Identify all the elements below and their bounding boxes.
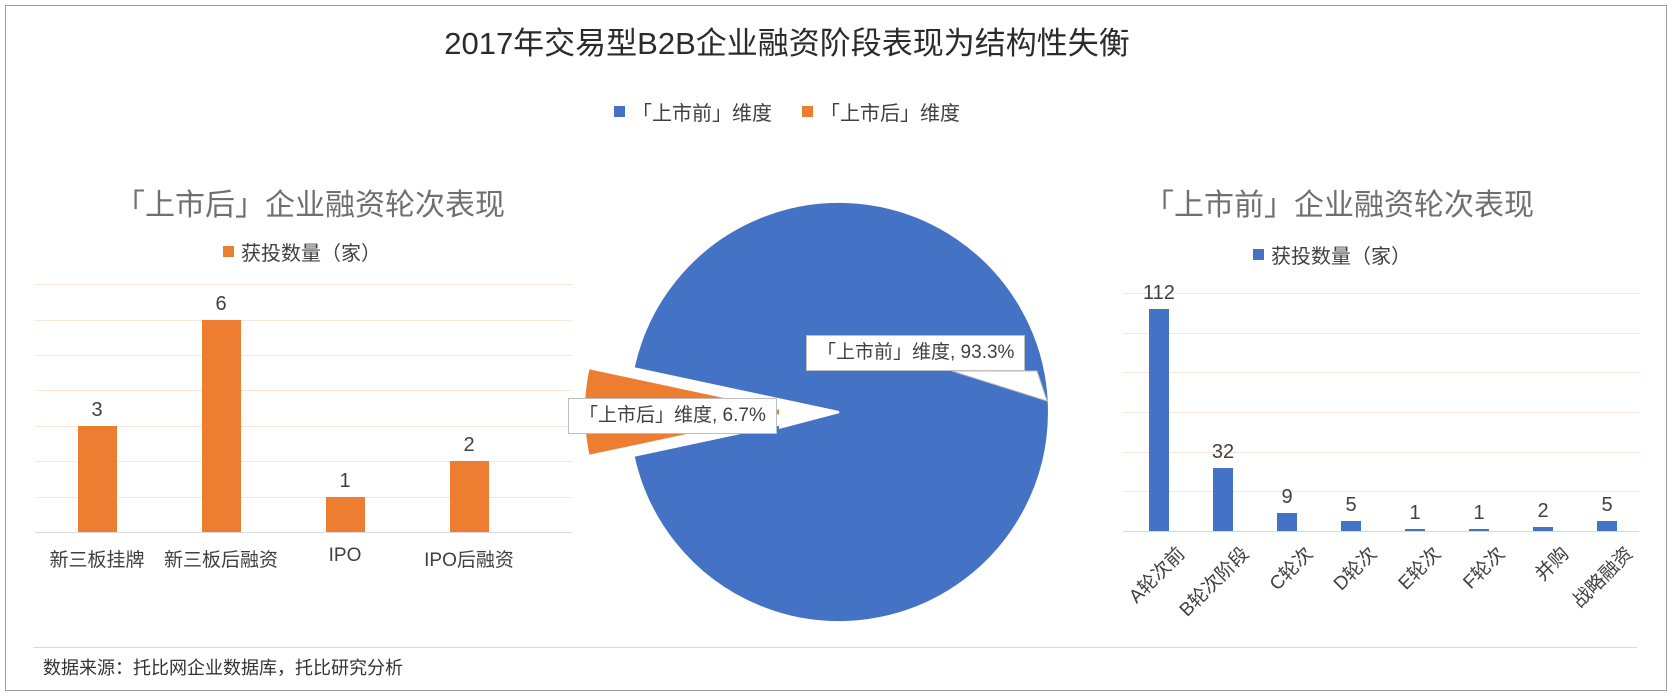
gridline (35, 496, 572, 498)
bar-战略融资 (1597, 521, 1617, 531)
right-chart-title: 「上市前」企业融资轮次表现 (1144, 189, 1534, 222)
left-chart-legend: 获投数量（家） (223, 237, 381, 266)
bar-value-label: 112 (1143, 281, 1175, 304)
bar-value-label: 1 (1473, 502, 1485, 524)
gridline (1123, 292, 1639, 294)
bar-value-label: 5 (1345, 494, 1357, 517)
gridline (35, 319, 572, 321)
category-label: 新三板挂牌 (49, 550, 145, 571)
pie-slice-pre-ipo (632, 201, 1050, 623)
legend-label: 「上市后」维度 (820, 103, 960, 125)
main-legend: 「上市前」维度 「上市后」维度 (614, 97, 960, 126)
bar-value-label: 9 (1281, 486, 1293, 509)
gridline (35, 425, 572, 427)
category-label: IPO后融资 (424, 550, 514, 571)
gridline (1123, 372, 1639, 374)
source-note: 数据来源：托比网企业数据库，托比研究分析 (43, 658, 403, 678)
legend-label: 获投数量（家） (241, 243, 381, 265)
bar-并购 (1533, 527, 1553, 531)
bar-A轮次前 (1149, 308, 1169, 531)
bar-IPO后融资 (449, 461, 489, 532)
bar-E轮次 (1405, 529, 1425, 531)
gridline (1123, 332, 1639, 334)
bar-value-label: 3 (91, 398, 103, 421)
bar-F轮次 (1469, 529, 1489, 531)
right-chart-legend: 获投数量（家） (1253, 240, 1411, 269)
legend-item-post-ipo: 「上市后」维度 (802, 97, 960, 126)
gridline (1123, 451, 1639, 453)
category-label: 新三板后融资 (163, 550, 278, 571)
category-label: IPO (328, 545, 362, 566)
page-title: 2017年交易型B2B企业融资阶段表现为结构性失衡 (444, 26, 1130, 61)
pie-callout-pre-ipo: 「上市前」维度, 93.3% (806, 335, 1026, 371)
gridline (35, 461, 572, 463)
x-axis-line (35, 532, 572, 533)
bar-value-label: 5 (1601, 494, 1613, 517)
bar-IPO (325, 496, 365, 532)
gridline (35, 390, 572, 392)
bar-value-label: 1 (339, 469, 351, 492)
bar-value-label: 1 (1409, 502, 1421, 524)
gridline (35, 284, 572, 286)
legend-swatch-blue-icon (614, 106, 625, 117)
bar-value-label: 2 (1537, 500, 1549, 522)
bar-value-label: 32 (1211, 440, 1235, 463)
bar-C轮次 (1277, 513, 1297, 531)
bar-新三板后融资 (201, 319, 241, 532)
bar-value-label: 6 (215, 292, 227, 315)
canvas-border (5, 5, 1667, 691)
legend-item-series: 获投数量（家） (1253, 240, 1411, 269)
left-chart-title: 「上市后」企业融资轮次表现 (115, 189, 505, 222)
footer-divider (33, 647, 1637, 648)
gridline (1123, 411, 1639, 413)
gridline (1123, 491, 1639, 493)
legend-label: 「上市前」维度 (632, 103, 772, 125)
gridline (35, 355, 572, 356)
bar-B轮次阶段 (1213, 467, 1233, 531)
legend-item-series: 获投数量（家） (223, 237, 381, 266)
legend-swatch-orange-icon (223, 246, 234, 257)
pie-callout-post-ipo: 「上市后」维度, 6.7% (568, 398, 777, 434)
legend-item-pre-ipo: 「上市前」维度 (614, 97, 772, 126)
bar-value-label: 2 (463, 434, 475, 457)
x-axis-line (1123, 531, 1639, 532)
legend-label: 获投数量（家） (1271, 246, 1411, 268)
bar-新三板挂牌 (77, 425, 117, 532)
callout-pointer-post-ipo (779, 401, 840, 429)
legend-swatch-orange-icon (802, 106, 813, 117)
callout-pointer-pre-ipo (951, 370, 1048, 402)
bar-D轮次 (1341, 521, 1361, 531)
legend-swatch-blue-icon (1253, 249, 1264, 260)
